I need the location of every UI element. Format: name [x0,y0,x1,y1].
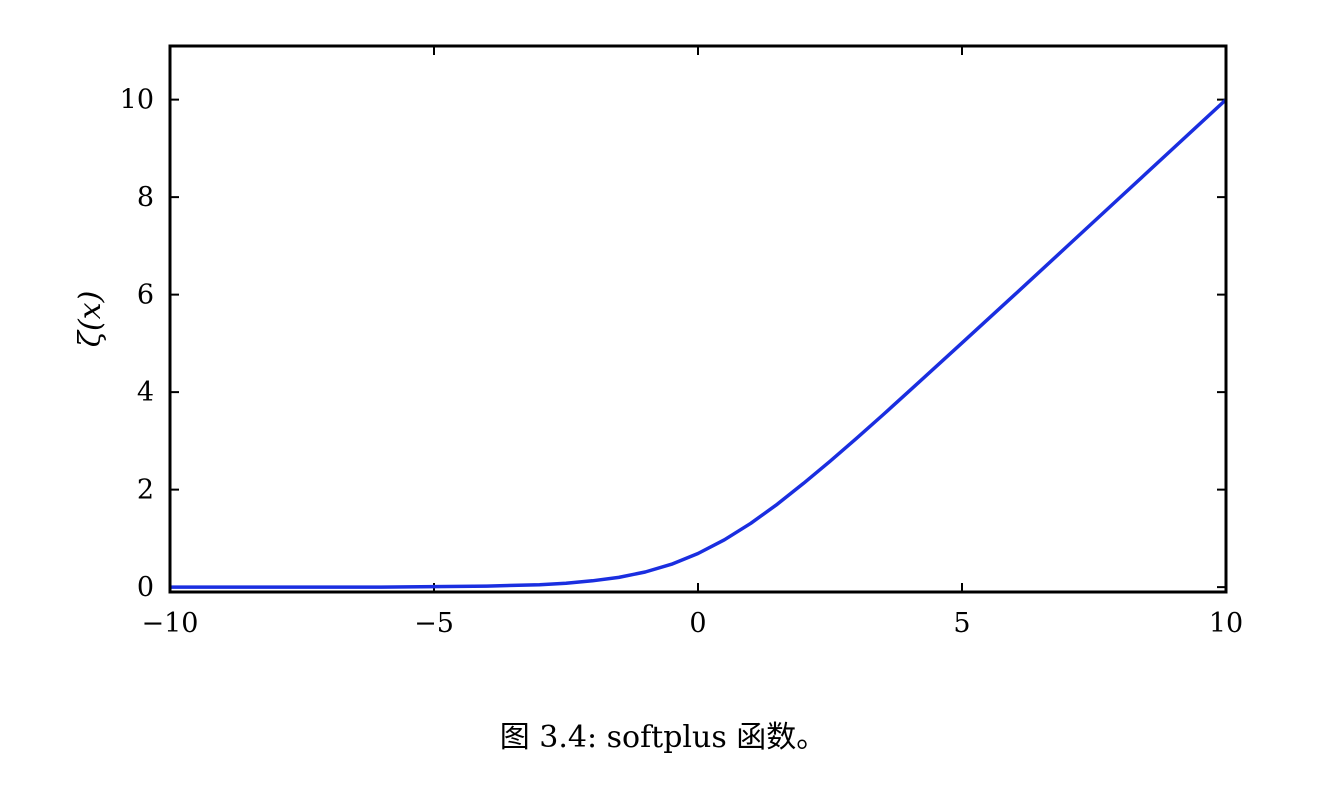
y-axis-tick-labels: 0 2 4 6 8 10 [120,85,154,604]
y-tick-label: 8 [137,182,154,213]
figure-caption: 图 3.4: softplus 函数。 [499,720,827,755]
y-tick-label: 0 [137,572,154,603]
y-axis-ticks [170,98,1226,589]
y-tick-label: 4 [137,377,154,408]
softplus-curve [170,98,1228,589]
y-axis-label: ζ(x) [73,291,108,348]
plot-frame [168,44,1228,594]
y-tick-label: 2 [137,475,154,506]
x-tick-label: −10 [142,608,199,639]
series-group [170,98,1228,589]
x-tick-label: 0 [689,608,706,639]
y-tick-label: 10 [120,85,154,116]
x-axis-ticks [169,46,1227,592]
x-tick-label: 5 [953,608,970,639]
x-tick-label: −5 [414,608,454,639]
x-axis-tick-labels: −10 −5 0 5 10 [142,608,1244,639]
y-tick-label: 6 [137,280,154,311]
x-tick-label: 10 [1209,608,1243,639]
